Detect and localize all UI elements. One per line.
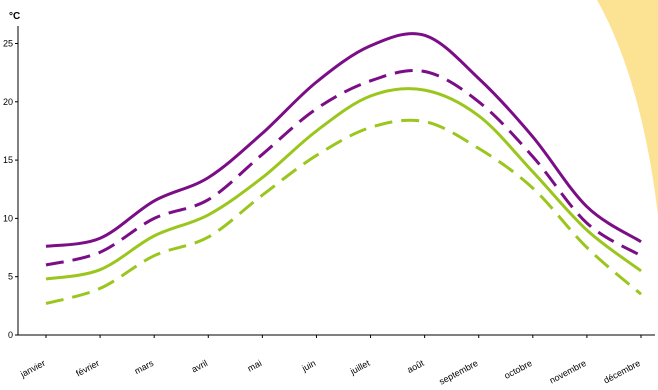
- y-tick-label: 25: [3, 38, 13, 48]
- x-tick-label: juillet: [348, 358, 372, 377]
- series-line-1: [45, 32, 642, 248]
- x-tick-label: février: [74, 358, 101, 379]
- x-tick-label: avril: [190, 358, 209, 375]
- x-tick-label: octobre: [503, 358, 534, 381]
- series-line-3: [45, 87, 642, 281]
- y-tick-label: 5: [8, 272, 13, 282]
- x-tick-label: mai: [246, 358, 264, 374]
- series-layer: [45, 32, 642, 305]
- y-tick-label: 15: [3, 155, 13, 165]
- x-tick-label: novembre: [548, 358, 588, 386]
- series-line-2: [45, 69, 642, 267]
- series-line-4: [45, 118, 642, 305]
- x-tick-label: juin: [299, 358, 317, 374]
- sun-accent-shape: [597, 0, 658, 215]
- y-tick-label: 0: [8, 330, 13, 340]
- x-tick-label: janvier: [18, 358, 47, 380]
- y-axis-unit-label: °C: [9, 11, 20, 22]
- x-tick-label: décembre: [602, 358, 642, 386]
- x-tick-label: septembre: [437, 358, 479, 387]
- y-tick-label: 10: [3, 213, 13, 223]
- y-tick-label: 20: [3, 97, 13, 107]
- x-tick-label: août: [405, 358, 426, 375]
- x-tick-labels: janvier février mars avril mai juin juillet aoû…: [18, 358, 642, 387]
- axes: 0 5 10 15 20 25: [3, 26, 655, 340]
- x-tick-label: mars: [133, 358, 156, 376]
